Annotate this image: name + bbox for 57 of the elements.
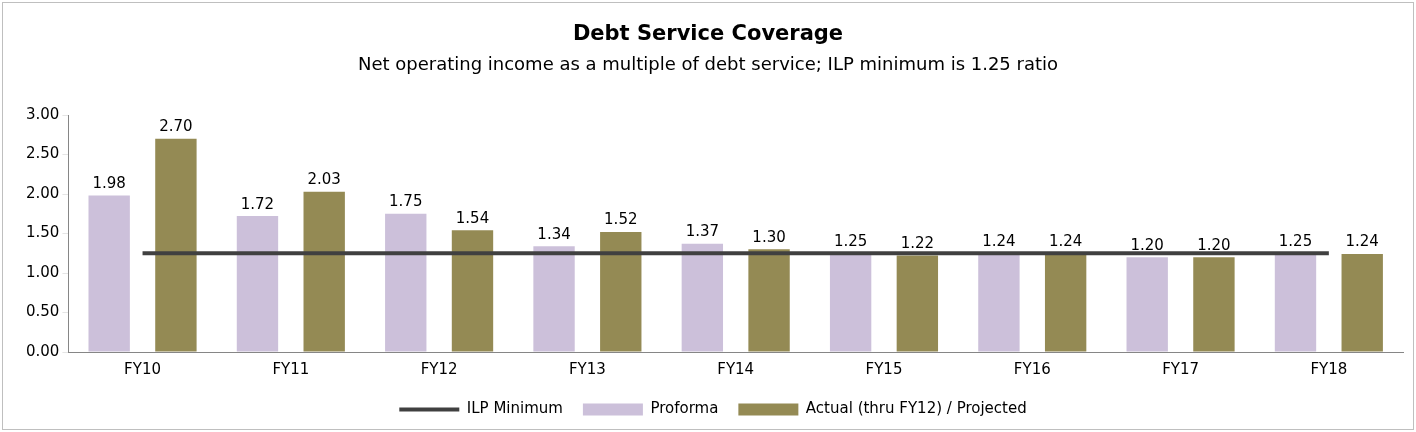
data-label: 1.75 <box>389 192 423 211</box>
data-label: 1.37 <box>685 222 720 241</box>
x-tick-label: FY13 <box>568 359 606 378</box>
y-tick-label: 0.50 <box>25 302 60 321</box>
bar <box>1044 254 1087 352</box>
data-label: 1.24 <box>1048 232 1083 251</box>
bar <box>829 253 872 352</box>
data-label: 1.98 <box>92 173 126 192</box>
y-tick-label: 2.50 <box>25 144 60 163</box>
x-tick-label: FY15 <box>865 359 903 378</box>
data-label: 1.20 <box>1130 235 1164 254</box>
bar <box>1126 257 1168 352</box>
bar <box>748 249 790 352</box>
y-tick-label: 0.00 <box>25 341 60 360</box>
data-label: 1.24 <box>1345 232 1379 251</box>
data-label: 1.25 <box>1278 231 1313 250</box>
x-tick-label: FY16 <box>1013 359 1051 378</box>
bar <box>155 138 197 352</box>
x-tick-label: FY18 <box>1310 359 1348 378</box>
data-label: 1.22 <box>900 234 935 253</box>
y-tick-label: 1.00 <box>25 262 60 281</box>
x-tick-label: FY17 <box>1162 359 1200 378</box>
bar <box>896 255 939 352</box>
bar <box>303 191 345 352</box>
bar <box>1274 253 1317 352</box>
data-label: 1.52 <box>604 210 638 229</box>
y-tick-label: 1.50 <box>25 223 60 242</box>
data-label: 1.20 <box>1197 235 1231 254</box>
bar <box>1341 254 1383 352</box>
x-tick-label: FY11 <box>272 359 310 378</box>
x-tick-label: FY12 <box>420 359 458 378</box>
data-label: 1.25 <box>833 231 868 250</box>
y-tick-label: 3.00 <box>25 104 60 123</box>
data-label: 2.70 <box>159 117 193 136</box>
x-tick-label: FY10 <box>124 359 161 378</box>
bar <box>600 231 642 352</box>
chart-subtitle: Net operating income as a multiple of debt service; ILP minimum is 1.25 ratio <box>356 53 1060 74</box>
bar <box>236 216 279 352</box>
data-label: 1.34 <box>537 224 571 243</box>
chart-title: Debt Service Coverage <box>571 21 845 45</box>
data-label: 1.72 <box>240 194 275 213</box>
legend-label: Actual (thru FY12) / Projected <box>805 399 1027 418</box>
bar <box>533 246 575 352</box>
bar <box>451 230 494 352</box>
data-label: 1.24 <box>982 232 1016 251</box>
legend-label: Proforma <box>650 399 719 418</box>
bar <box>385 213 427 352</box>
bar <box>1193 257 1235 352</box>
bar <box>681 243 724 352</box>
bar <box>88 195 130 352</box>
data-label: 1.30 <box>752 227 786 246</box>
x-tick-label: FY14 <box>717 359 755 378</box>
y-tick-label: 2.00 <box>25 183 60 202</box>
data-label: 1.54 <box>455 208 490 227</box>
data-label: 2.03 <box>307 170 341 189</box>
legend-label: ILP Minimum <box>466 399 563 418</box>
bar <box>978 254 1020 352</box>
